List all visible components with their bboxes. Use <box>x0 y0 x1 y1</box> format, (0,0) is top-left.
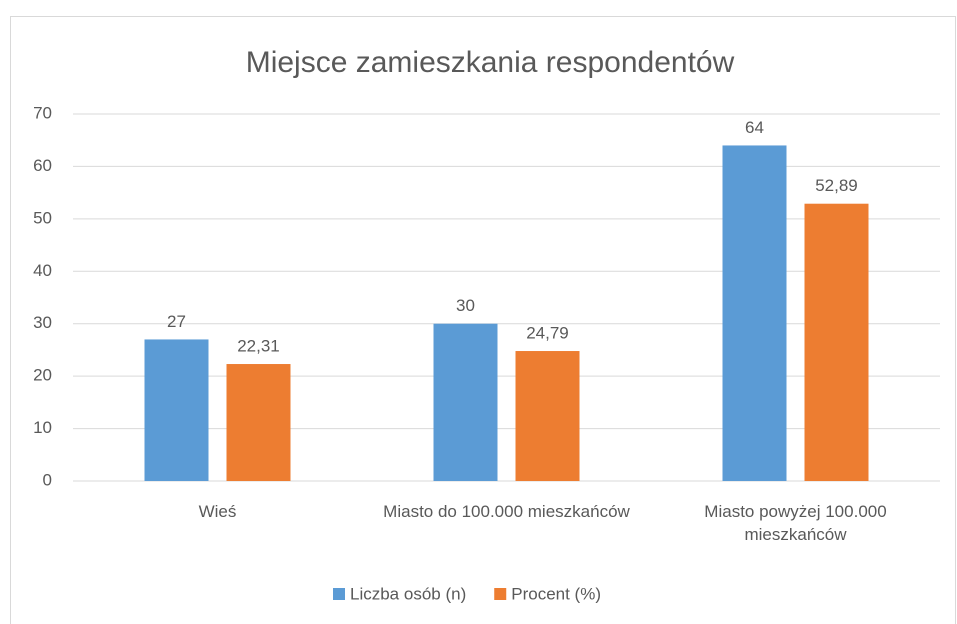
data-label: 64 <box>745 118 764 137</box>
x-tick-label: Miasto powyżej 100.000 mieszkańców <box>704 502 887 544</box>
y-tick-label: 70 <box>33 103 52 122</box>
y-tick-label: 40 <box>33 261 52 280</box>
bar <box>144 339 209 481</box>
bar <box>433 323 498 481</box>
data-label: 22,31 <box>237 337 280 356</box>
bar <box>722 145 787 481</box>
chart-frame <box>10 16 956 624</box>
legend-label: Liczba osób (n) <box>350 584 466 603</box>
y-tick-label: 50 <box>33 208 52 227</box>
y-tick-label: 0 <box>43 470 52 489</box>
y-tick-label: 20 <box>33 366 52 385</box>
legend-swatch <box>333 588 345 600</box>
data-label: 24,79 <box>526 324 569 343</box>
bar <box>515 351 580 481</box>
legend-label: Procent (%) <box>511 584 601 603</box>
chart-title: Miejsce zamieszkania respondentów <box>246 46 735 79</box>
bar <box>804 203 869 481</box>
x-tick-label: Wieś <box>198 502 237 521</box>
y-tick-label: 60 <box>33 156 52 175</box>
x-tick-label: Miasto do 100.000 mieszkańców <box>383 502 630 521</box>
data-label: 27 <box>167 312 186 331</box>
y-tick-label: 10 <box>33 418 52 437</box>
bar <box>226 364 291 481</box>
legend-swatch <box>494 588 507 600</box>
y-tick-label: 30 <box>33 313 52 332</box>
data-label: 30 <box>456 296 475 315</box>
data-label: 52,89 <box>815 176 858 195</box>
